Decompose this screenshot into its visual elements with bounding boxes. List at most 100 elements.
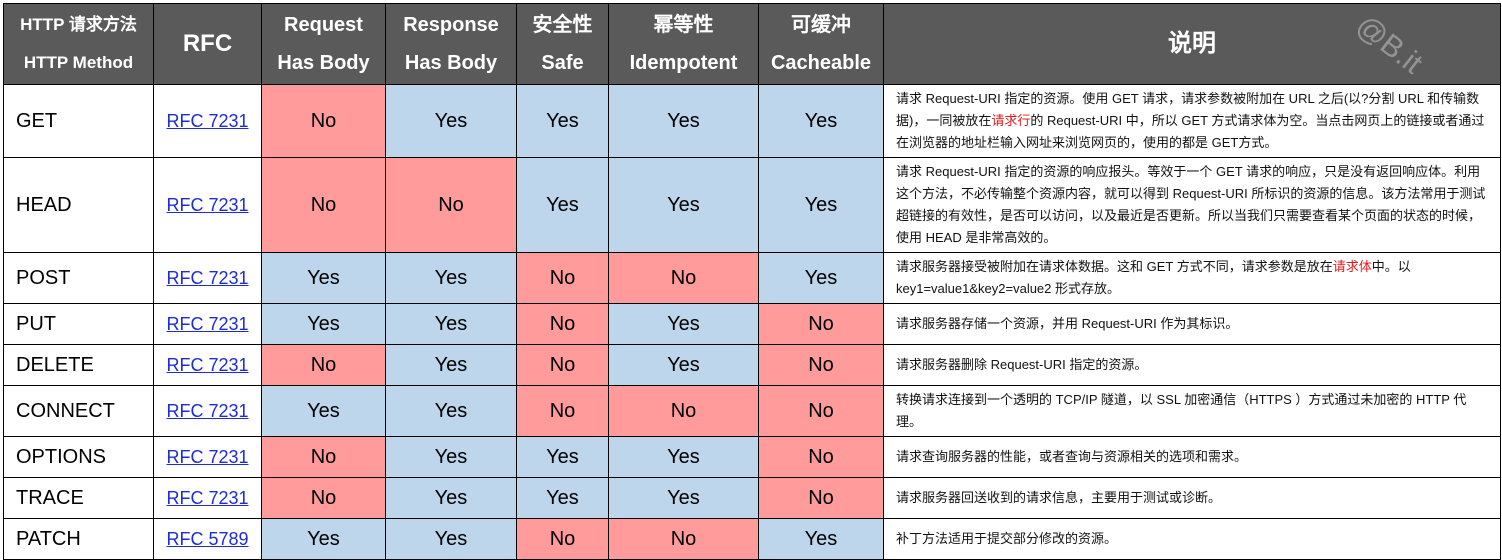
- response-has-body-cell: No: [385, 157, 517, 253]
- safe-cell: No: [516, 303, 609, 345]
- request-has-body-cell: No: [261, 157, 386, 253]
- rfc-cell: RFC 7231: [153, 303, 262, 345]
- response-has-body-cell: Yes: [385, 385, 517, 437]
- table-row: HEAD RFC 7231 No No Yes Yes Yes 请求 Reque…: [3, 157, 1501, 253]
- header-cacheable: 可缓冲 Cacheable: [758, 3, 884, 85]
- description-cell: 请求服务器回送收到的请求信息，主要用于测试或诊断。: [883, 477, 1501, 519]
- cacheable-cell: Yes: [758, 84, 884, 158]
- header-description: 说明: [883, 3, 1501, 85]
- rfc-link[interactable]: RFC 7231: [166, 400, 249, 421]
- description-cell: 请求 Request-URI 指定的资源。使用 GET 请求，请求参数被附加在 …: [883, 84, 1501, 158]
- cacheable-cell: No: [758, 477, 884, 519]
- idempotent-cell: Yes: [608, 303, 759, 345]
- http-methods-table: HTTP 请求方法 HTTP Method RFC Request Has Body…: [3, 3, 1501, 560]
- response-has-body-cell: Yes: [385, 477, 517, 519]
- request-has-body-cell: Yes: [261, 518, 386, 560]
- idempotent-cell: No: [608, 252, 759, 304]
- method-name: GET: [3, 84, 154, 158]
- idempotent-cell: Yes: [608, 477, 759, 519]
- rfc-cell: RFC 5789: [153, 518, 262, 560]
- response-has-body-cell: Yes: [385, 84, 517, 158]
- method-name: HEAD: [3, 157, 154, 253]
- rfc-link[interactable]: RFC 7231: [166, 487, 249, 508]
- cacheable-cell: No: [758, 303, 884, 345]
- rfc-link[interactable]: RFC 7231: [166, 194, 249, 215]
- request-has-body-cell: Yes: [261, 252, 386, 304]
- response-has-body-cell: Yes: [385, 344, 517, 386]
- rfc-link[interactable]: RFC 7231: [166, 446, 249, 467]
- method-name: TRACE: [3, 477, 154, 519]
- request-has-body-cell: Yes: [261, 303, 386, 345]
- rfc-link[interactable]: RFC 5789: [166, 528, 249, 549]
- header-row: HTTP 请求方法 HTTP Method RFC Request Has Body…: [3, 3, 1501, 85]
- highlight-text: 请求行: [991, 113, 1031, 128]
- safe-cell: No: [516, 344, 609, 386]
- method-name: PUT: [3, 303, 154, 345]
- description-cell: 请求查询服务器的性能，或者查询与资源相关的选项和需求。: [883, 436, 1501, 478]
- description-cell: 请求 Request-URI 指定的资源的响应报头。等效于一个 GET 请求的响…: [883, 157, 1501, 253]
- method-name: OPTIONS: [3, 436, 154, 478]
- cacheable-cell: No: [758, 436, 884, 478]
- rfc-cell: RFC 7231: [153, 344, 262, 386]
- idempotent-cell: Yes: [608, 157, 759, 253]
- cacheable-cell: Yes: [758, 518, 884, 560]
- table-row: DELETE RFC 7231 No Yes No Yes No 请求服务器删除…: [3, 344, 1501, 386]
- table-row: PATCH RFC 5789 Yes Yes No No Yes 补丁方法适用于…: [3, 518, 1501, 560]
- description-cell: 转换请求连接到一个透明的 TCP/IP 隧道，以 SSL 加密通信（HTTPS …: [883, 385, 1501, 437]
- request-has-body-cell: No: [261, 477, 386, 519]
- safe-cell: No: [516, 252, 609, 304]
- idempotent-cell: Yes: [608, 344, 759, 386]
- cacheable-cell: Yes: [758, 157, 884, 253]
- rfc-cell: RFC 7231: [153, 477, 262, 519]
- table-row: CONNECT RFC 7231 Yes Yes No No No 转换请求连接…: [3, 385, 1501, 437]
- request-has-body-cell: No: [261, 344, 386, 386]
- table-row: TRACE RFC 7231 No Yes Yes Yes No 请求服务器回送…: [3, 477, 1501, 519]
- header-safe: 安全性 Safe: [516, 3, 609, 85]
- rfc-link[interactable]: RFC 7231: [166, 313, 249, 334]
- table-row: GET RFC 7231 No Yes Yes Yes Yes 请求 Reque…: [3, 84, 1501, 158]
- safe-cell: Yes: [516, 157, 609, 253]
- description-cell: 请求服务器存储一个资源，并用 Request-URI 作为其标识。: [883, 303, 1501, 345]
- header-request-has-body: Request Has Body: [261, 3, 386, 85]
- header-rfc: RFC: [153, 3, 262, 85]
- response-has-body-cell: Yes: [385, 518, 517, 560]
- idempotent-cell: Yes: [608, 84, 759, 158]
- response-has-body-cell: Yes: [385, 303, 517, 345]
- rfc-cell: RFC 7231: [153, 436, 262, 478]
- safe-cell: Yes: [516, 436, 609, 478]
- request-has-body-cell: No: [261, 436, 386, 478]
- idempotent-cell: No: [608, 518, 759, 560]
- table-row: POST RFC 7231 Yes Yes No No Yes 请求服务器接受被…: [3, 252, 1501, 304]
- highlight-text: 请求体: [1332, 259, 1372, 274]
- safe-cell: Yes: [516, 477, 609, 519]
- method-name: CONNECT: [3, 385, 154, 437]
- response-has-body-cell: Yes: [385, 252, 517, 304]
- header-method: HTTP 请求方法 HTTP Method: [3, 3, 154, 85]
- rfc-cell: RFC 7231: [153, 157, 262, 253]
- method-name: POST: [3, 252, 154, 304]
- cacheable-cell: Yes: [758, 252, 884, 304]
- safe-cell: No: [516, 385, 609, 437]
- header-idempotent: 幂等性 Idempotent: [608, 3, 759, 85]
- rfc-cell: RFC 7231: [153, 385, 262, 437]
- cacheable-cell: No: [758, 344, 884, 386]
- cacheable-cell: No: [758, 385, 884, 437]
- rfc-cell: RFC 7231: [153, 252, 262, 304]
- description-cell: 请求服务器删除 Request-URI 指定的资源。: [883, 344, 1501, 386]
- safe-cell: Yes: [516, 84, 609, 158]
- rfc-link[interactable]: RFC 7231: [166, 354, 249, 375]
- rfc-link[interactable]: RFC 7231: [166, 110, 249, 131]
- idempotent-cell: Yes: [608, 436, 759, 478]
- table-row: OPTIONS RFC 7231 No Yes Yes Yes No 请求查询服…: [3, 436, 1501, 478]
- method-name: DELETE: [3, 344, 154, 386]
- rfc-link[interactable]: RFC 7231: [166, 267, 249, 288]
- rfc-cell: RFC 7231: [153, 84, 262, 158]
- method-name: PATCH: [3, 518, 154, 560]
- response-has-body-cell: Yes: [385, 436, 517, 478]
- table-row: PUT RFC 7231 Yes Yes No Yes No 请求服务器存储一个…: [3, 303, 1501, 345]
- idempotent-cell: No: [608, 385, 759, 437]
- request-has-body-cell: No: [261, 84, 386, 158]
- description-cell: 请求服务器接受被附加在请求体数据。这和 GET 方式不同，请求参数是放在请求体中…: [883, 252, 1501, 304]
- description-cell: 补丁方法适用于提交部分修改的资源。: [883, 518, 1501, 560]
- safe-cell: No: [516, 518, 609, 560]
